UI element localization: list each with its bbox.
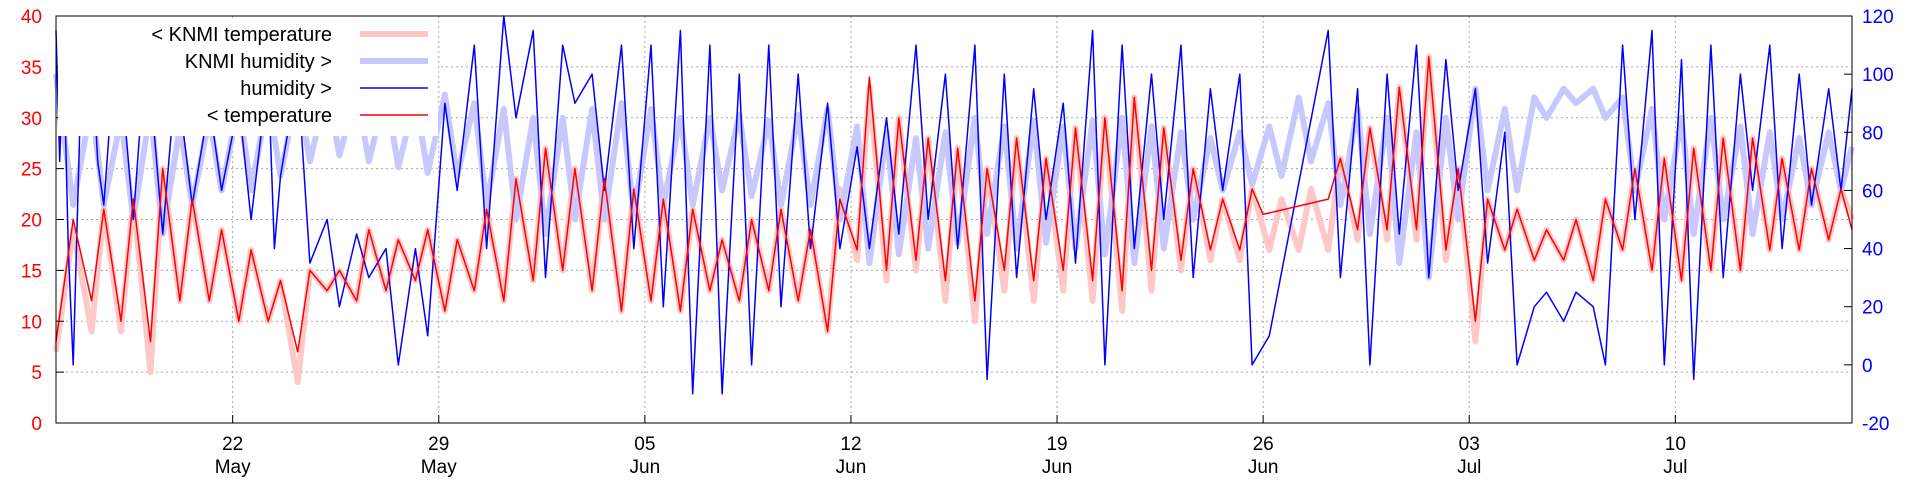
- x-tick-month: Jun: [1248, 457, 1279, 478]
- grid: [56, 16, 1852, 423]
- left-tick-label: 0: [31, 414, 42, 435]
- left-tick-label: 5: [31, 363, 42, 384]
- x-tick-month: Jul: [1663, 457, 1687, 478]
- x-tick-month: Jun: [1042, 457, 1073, 478]
- right-tick-label: 80: [1862, 123, 1883, 144]
- legend-label: < KNMI temperature: [151, 24, 332, 46]
- x-tick-day: 05: [634, 434, 655, 455]
- left-axis: 0 5 10 15 20 25 30 35 40: [21, 7, 64, 435]
- legend-label: < temperature: [207, 105, 332, 127]
- series-line-3: [55, 55, 1853, 353]
- left-tick-label: 40: [21, 7, 42, 28]
- right-tick-label: 100: [1862, 65, 1894, 86]
- right-tick-label: -20: [1862, 414, 1889, 435]
- right-tick-label: 0: [1862, 356, 1873, 377]
- right-tick-label: 120: [1862, 7, 1894, 28]
- x-tick-day: 22: [222, 434, 243, 455]
- left-tick-label: 25: [21, 160, 42, 181]
- right-tick-label: 60: [1862, 181, 1883, 202]
- legend-box: [58, 18, 438, 136]
- x-tick-month: Jun: [630, 457, 661, 478]
- legend-label: humidity >: [240, 78, 332, 100]
- left-tick-label: 15: [21, 261, 42, 282]
- x-tick-day: 03: [1459, 434, 1480, 455]
- legend: < KNMI temperature KNMI humidity > humidit…: [58, 18, 438, 136]
- x-tick-day: 19: [1046, 434, 1067, 455]
- left-tick-label: 35: [21, 58, 42, 79]
- x-tick-month: Jun: [836, 457, 867, 478]
- left-tick-label: 10: [21, 312, 42, 333]
- x-tick-day: 10: [1665, 434, 1686, 455]
- legend-label: KNMI humidity >: [185, 51, 332, 73]
- x-tick-month: May: [215, 457, 251, 478]
- left-tick-label: 30: [21, 109, 42, 130]
- right-tick-label: 20: [1862, 298, 1883, 319]
- x-tick-day: 12: [840, 434, 861, 455]
- right-tick-label: 40: [1862, 240, 1883, 261]
- x-tick-day: 29: [428, 434, 449, 455]
- right-axis: -20 0 20 40 60 80 100 120: [1844, 7, 1894, 435]
- x-tick-day: 26: [1253, 434, 1274, 455]
- series-line-2: [55, 15, 1853, 395]
- left-tick-label: 20: [21, 211, 42, 232]
- x-tick-month: May: [421, 457, 457, 478]
- x-tick-month: Jul: [1457, 457, 1481, 478]
